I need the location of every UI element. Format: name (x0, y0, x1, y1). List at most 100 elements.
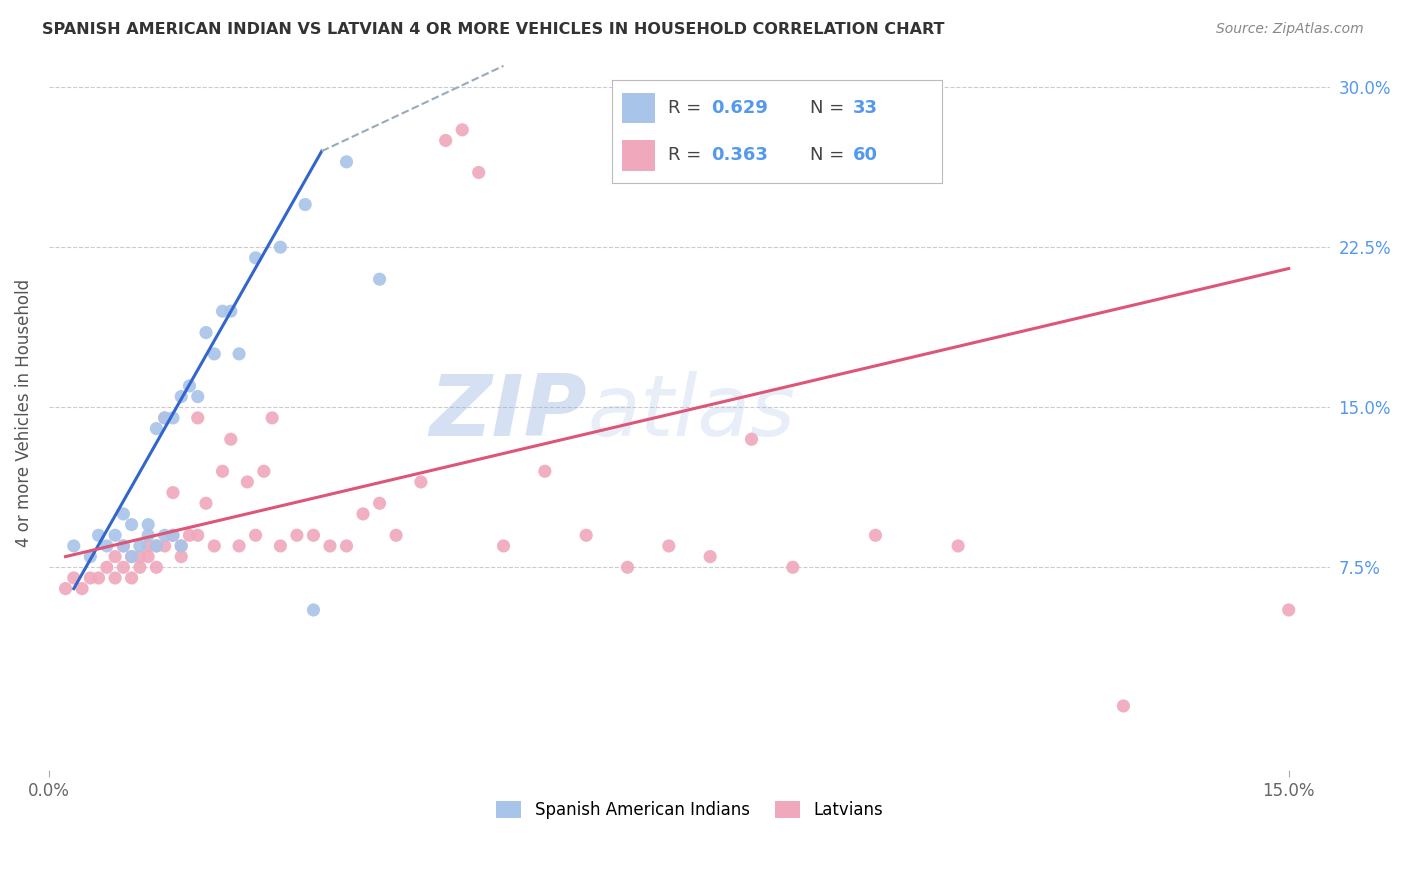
Point (153, 411, 176, 425)
Point (128, 539, 150, 553)
Point (187, 528, 209, 542)
Point (1278, 603, 1301, 617)
Point (492, 539, 515, 553)
Point (946, 539, 969, 553)
Point (468, 165, 491, 179)
Point (145, 539, 167, 553)
Point (112, 539, 135, 553)
Point (335, 539, 357, 553)
Point (187, 390, 209, 404)
Point (162, 411, 184, 425)
Text: N =: N = (810, 99, 849, 117)
Point (104, 571, 127, 585)
Text: 60: 60 (853, 146, 877, 164)
Point (269, 539, 291, 553)
Point (121, 549, 143, 564)
Point (658, 539, 681, 553)
Text: 0.363: 0.363 (710, 146, 768, 164)
Point (145, 421, 167, 435)
Text: Source: ZipAtlas.com: Source: ZipAtlas.com (1216, 22, 1364, 37)
Point (294, 197, 316, 211)
Point (179, 528, 201, 542)
Point (865, 528, 887, 542)
Point (145, 560, 167, 574)
Point (434, 134, 457, 148)
Text: 33: 33 (853, 99, 877, 117)
Legend: Spanish American Indians, Latvians: Spanish American Indians, Latvians (489, 795, 890, 826)
Point (128, 560, 150, 574)
Point (1112, 698, 1135, 713)
Point (228, 347, 250, 361)
Point (136, 528, 159, 542)
Point (616, 560, 638, 574)
Point (385, 528, 408, 542)
Point (236, 475, 259, 489)
Point (409, 475, 432, 489)
Point (699, 549, 721, 564)
Point (202, 539, 225, 553)
Point (245, 251, 267, 265)
Text: R =: R = (668, 99, 707, 117)
Point (112, 560, 135, 574)
Point (269, 240, 291, 254)
Bar (621, 93, 655, 123)
Point (740, 432, 762, 446)
Point (335, 154, 357, 169)
Point (87, 528, 110, 542)
Point (285, 528, 308, 542)
Point (121, 517, 143, 532)
Point (145, 539, 167, 553)
Point (112, 539, 135, 553)
Point (170, 390, 193, 404)
Point (62, 571, 84, 585)
Text: 0.629: 0.629 (710, 99, 768, 117)
Point (153, 539, 176, 553)
Point (187, 411, 209, 425)
Point (352, 507, 374, 521)
Point (302, 603, 325, 617)
Point (96, 560, 118, 574)
Point (87, 571, 110, 585)
Point (136, 549, 159, 564)
Point (195, 326, 218, 340)
Point (170, 549, 193, 564)
Point (534, 464, 557, 478)
Point (228, 539, 250, 553)
Point (162, 485, 184, 500)
Point (162, 528, 184, 542)
Point (202, 347, 225, 361)
Bar (621, 140, 655, 170)
Point (162, 528, 184, 542)
Point (96, 539, 118, 553)
Point (121, 549, 143, 564)
Point (262, 411, 284, 425)
Text: N =: N = (810, 146, 849, 164)
Point (104, 528, 127, 542)
Point (368, 272, 391, 286)
Point (195, 496, 218, 510)
Point (136, 517, 159, 532)
Point (104, 549, 127, 564)
Point (170, 539, 193, 553)
Text: atlas: atlas (588, 371, 794, 454)
Text: R =: R = (668, 146, 707, 164)
Point (219, 304, 242, 318)
Point (55, 582, 77, 596)
Text: SPANISH AMERICAN INDIAN VS LATVIAN 4 OR MORE VEHICLES IN HOUSEHOLD CORRELATION C: SPANISH AMERICAN INDIAN VS LATVIAN 4 OR … (42, 22, 945, 37)
Point (179, 379, 201, 393)
Point (575, 528, 598, 542)
Point (79, 549, 101, 564)
Point (253, 464, 276, 478)
Point (782, 560, 804, 574)
Point (128, 549, 150, 564)
Point (153, 528, 176, 542)
Y-axis label: 4 or more Vehicles in Household: 4 or more Vehicles in Household (15, 278, 32, 547)
Point (319, 539, 342, 553)
Point (62, 539, 84, 553)
Point (79, 571, 101, 585)
Point (219, 432, 242, 446)
Point (451, 123, 474, 137)
Point (211, 464, 233, 478)
Point (245, 528, 267, 542)
Point (211, 304, 233, 318)
